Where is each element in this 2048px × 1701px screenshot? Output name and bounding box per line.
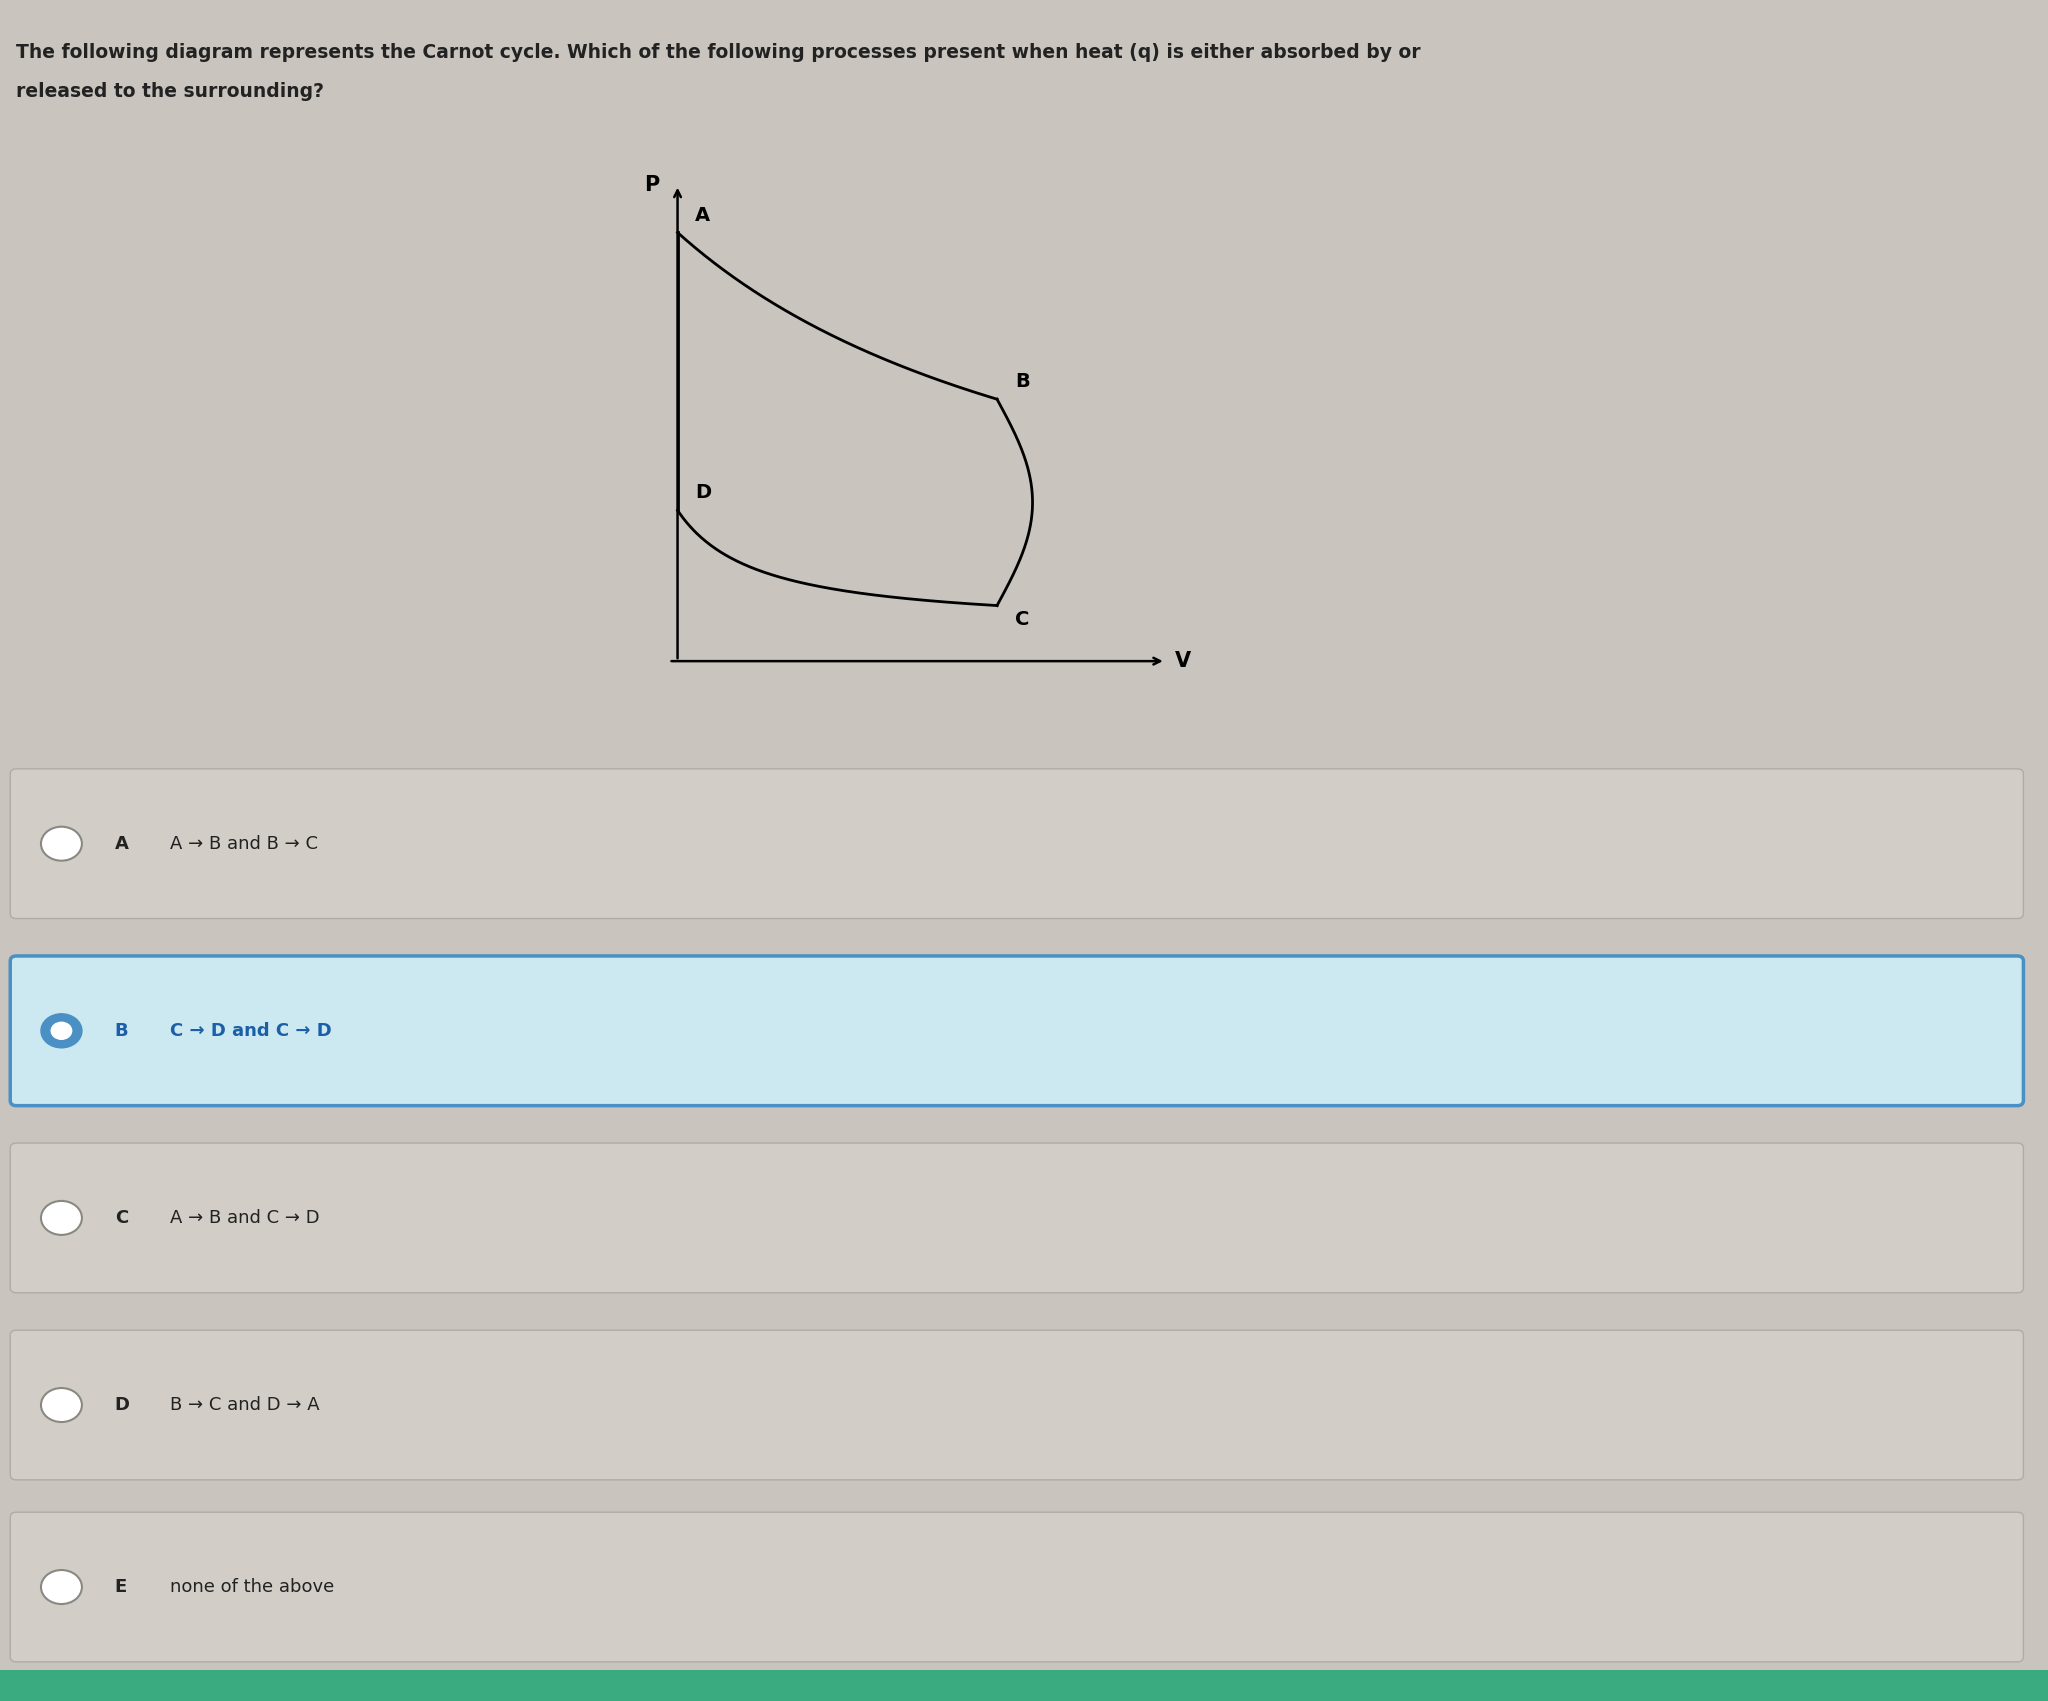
Circle shape — [41, 1570, 82, 1604]
Circle shape — [41, 1388, 82, 1422]
Circle shape — [51, 1022, 72, 1039]
FancyBboxPatch shape — [10, 956, 2023, 1106]
Text: C: C — [115, 1209, 127, 1226]
Text: The following diagram represents the Carnot cycle. Which of the following proces: The following diagram represents the Car… — [16, 43, 1421, 61]
Text: B → C and D → A: B → C and D → A — [170, 1397, 319, 1414]
Text: P: P — [645, 175, 659, 196]
Text: A → B and B → C: A → B and B → C — [170, 835, 317, 852]
Text: B: B — [115, 1022, 129, 1039]
Text: B: B — [1016, 373, 1030, 391]
Circle shape — [41, 827, 82, 861]
FancyBboxPatch shape — [10, 769, 2023, 919]
FancyBboxPatch shape — [10, 1330, 2023, 1480]
Text: released to the surrounding?: released to the surrounding? — [16, 82, 324, 100]
Text: A: A — [115, 835, 129, 852]
FancyBboxPatch shape — [10, 1512, 2023, 1662]
FancyBboxPatch shape — [10, 1143, 2023, 1293]
Text: A → B and C → D: A → B and C → D — [170, 1209, 319, 1226]
Text: D: D — [115, 1397, 129, 1414]
Text: C: C — [1016, 609, 1030, 629]
Text: V: V — [1176, 651, 1190, 672]
Text: E: E — [115, 1579, 127, 1596]
Text: none of the above: none of the above — [170, 1579, 334, 1596]
Text: C → D and C → D: C → D and C → D — [170, 1022, 332, 1039]
Circle shape — [41, 1201, 82, 1235]
Circle shape — [41, 1014, 82, 1048]
Text: D: D — [696, 483, 711, 502]
Text: A: A — [696, 206, 711, 225]
Bar — [0, 1670, 2048, 1701]
